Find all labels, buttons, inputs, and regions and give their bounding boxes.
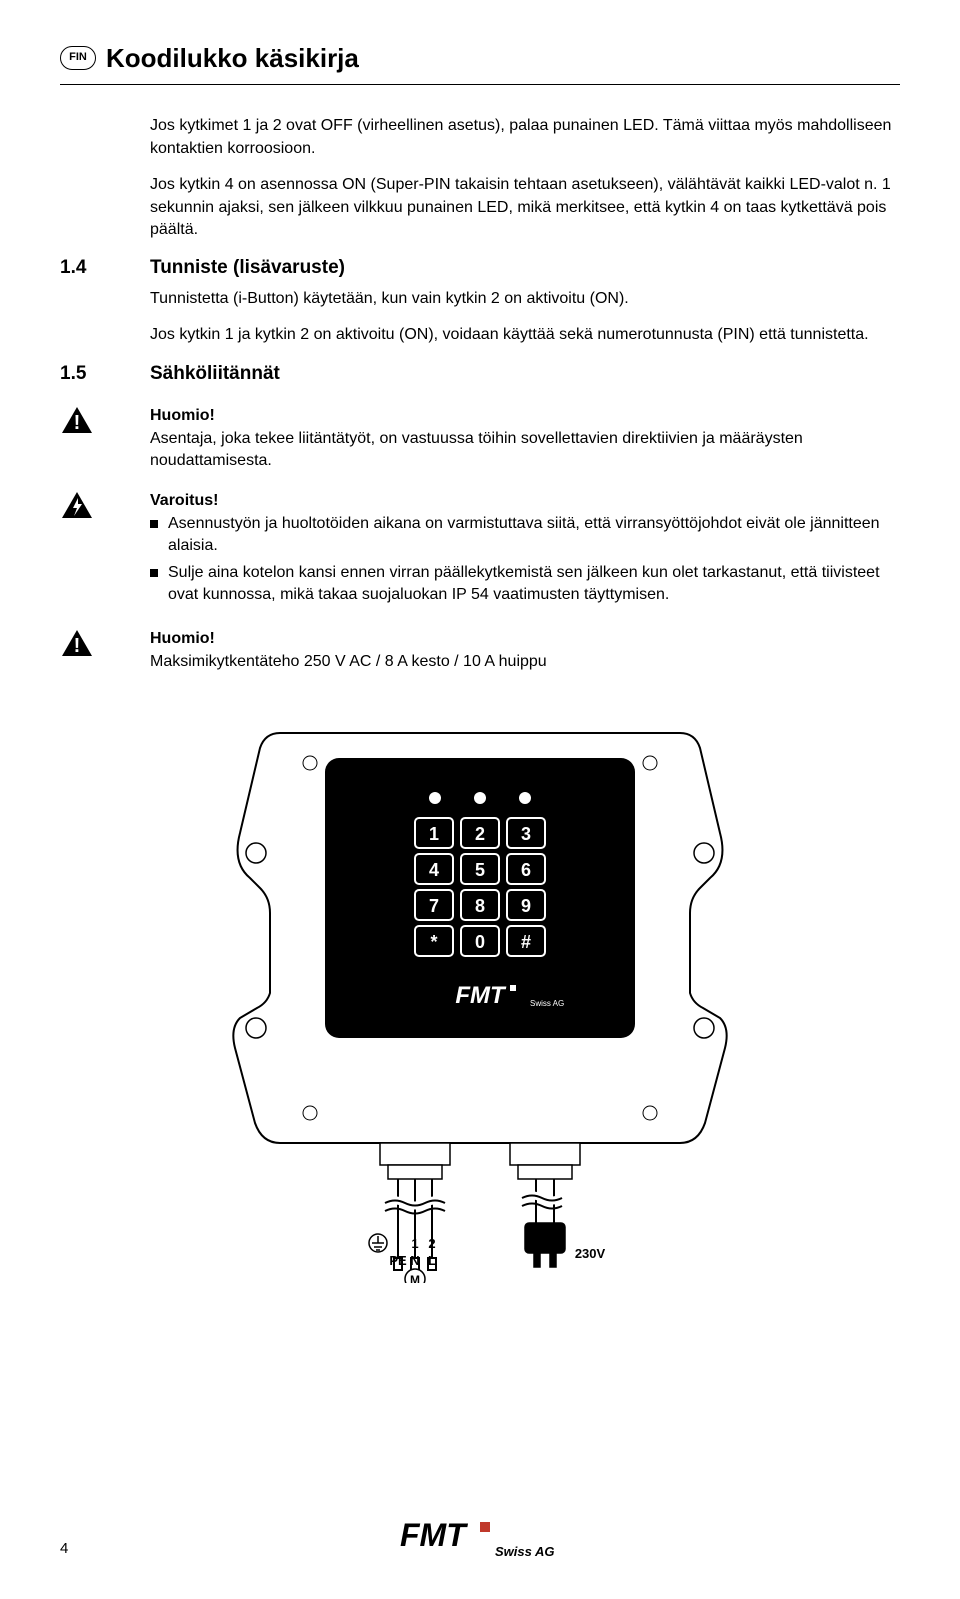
- svg-text:1: 1: [411, 1236, 418, 1251]
- svg-text:4: 4: [429, 860, 439, 880]
- page-number: 4: [60, 1538, 68, 1559]
- attention-2-icon: !: [60, 628, 94, 658]
- svg-text:5: 5: [475, 860, 485, 880]
- intro-para-1: Jos kytkimet 1 ja 2 ovat OFF (virheellin…: [150, 115, 900, 160]
- device-brand: FMT: [455, 982, 507, 1009]
- svg-text:!: !: [74, 412, 81, 434]
- warning-lightning-icon: [60, 490, 94, 520]
- attention-1-body: Asentaja, joka tekee liitäntätyöt, on va…: [150, 428, 900, 473]
- svg-text:2: 2: [428, 1236, 435, 1251]
- page-header: FIN Koodilukko käsikirja: [60, 40, 900, 85]
- page-title: Koodilukko käsikirja: [106, 40, 359, 76]
- section-1-5-num: 1.5: [60, 361, 150, 388]
- svg-text:*: *: [430, 932, 437, 952]
- svg-text:M: M: [410, 1273, 420, 1283]
- intro-para-2: Jos kytkin 4 on asennossa ON (Super-PIN …: [150, 174, 900, 241]
- warning-item-2: Sulje aina kotelon kansi ennen virran pä…: [150, 562, 900, 607]
- svg-text:1: 1: [429, 824, 439, 844]
- attention-icon-col: !: [60, 405, 150, 472]
- svg-text:230V: 230V: [575, 1246, 606, 1261]
- lang-badge: FIN: [60, 46, 96, 70]
- attention-2-head: Huomio!: [150, 628, 900, 650]
- attention-icon: !: [60, 405, 94, 435]
- section-1-4-para-1: Tunnistetta (i-Button) käytetään, kun va…: [150, 288, 900, 310]
- section-1-4-num: 1.4: [60, 255, 150, 282]
- warning-item-1: Asennustyön ja huoltotöiden aikana on va…: [150, 513, 900, 558]
- section-1-5-header: 1.5 Sähköliitännät: [60, 361, 900, 388]
- device-svg: 1 2 3 4 5 6 7 8 9 * 0 # FMT Swiss AG: [220, 703, 740, 1283]
- attention-2-icon-col: !: [60, 628, 150, 673]
- svg-text:3: 3: [521, 824, 531, 844]
- svg-text:#: #: [521, 932, 531, 952]
- attention-2: ! Huomio! Maksimikytkentäteho 250 V AC /…: [60, 628, 900, 673]
- svg-text:7: 7: [429, 896, 439, 916]
- svg-text:L: L: [428, 1253, 436, 1268]
- svg-text:N: N: [410, 1253, 419, 1268]
- attention-1: ! Huomio! Asentaja, joka tekee liitäntät…: [60, 405, 900, 472]
- svg-text:0: 0: [475, 932, 485, 952]
- svg-text:FMT: FMT: [400, 1517, 468, 1553]
- svg-text:!: !: [74, 635, 81, 657]
- section-1-4-title: Tunniste (lisävaruste): [150, 255, 345, 282]
- svg-text:PE: PE: [389, 1253, 407, 1268]
- svg-text:8: 8: [475, 896, 485, 916]
- warning-block: Varoitus! Asennustyön ja huoltotöiden ai…: [60, 490, 900, 610]
- warning-icon-col: [60, 490, 150, 610]
- footer-logo: FMT Swiss AG: [400, 1516, 560, 1569]
- attention-2-body: Maksimikytkentäteho 250 V AC / 8 A kesto…: [150, 651, 900, 673]
- svg-text:2: 2: [475, 824, 485, 844]
- attention-1-head: Huomio!: [150, 405, 900, 427]
- section-1-4-para-2: Jos kytkin 1 ja kytkin 2 on aktivoitu (O…: [150, 324, 900, 346]
- svg-text:9: 9: [521, 896, 531, 916]
- svg-text:Swiss AG: Swiss AG: [495, 1544, 554, 1559]
- warning-list: Asennustyön ja huoltotöiden aikana on va…: [150, 513, 900, 607]
- warning-head: Varoitus!: [150, 490, 900, 512]
- section-1-5-title: Sähköliitännät: [150, 361, 280, 388]
- device-figure: 1 2 3 4 5 6 7 8 9 * 0 # FMT Swiss AG: [60, 703, 900, 1283]
- svg-text:6: 6: [521, 860, 531, 880]
- section-1-4-header: 1.4 Tunniste (lisävaruste): [60, 255, 900, 282]
- device-brand-sub: Swiss AG: [530, 999, 564, 1008]
